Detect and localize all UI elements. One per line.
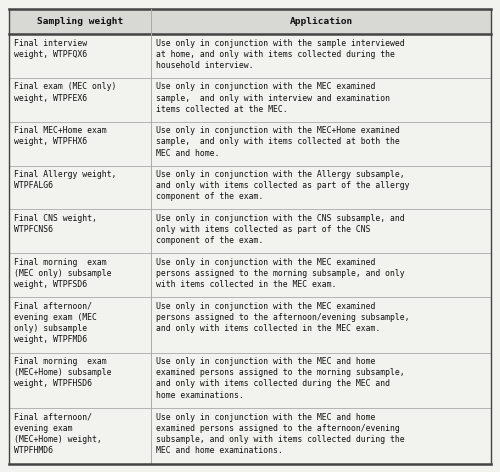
Text: Use only in conjunction with the MEC+Home examined
sample,  and only with items : Use only in conjunction with the MEC+Hom… xyxy=(156,126,400,158)
FancyBboxPatch shape xyxy=(9,297,491,353)
Text: Use only in conjunction with the MEC examined
sample,  and only with interview a: Use only in conjunction with the MEC exa… xyxy=(156,83,390,114)
Text: Final Allergy weight,
WTPFALG6: Final Allergy weight, WTPFALG6 xyxy=(14,170,117,190)
Text: Sampling weight: Sampling weight xyxy=(37,17,123,26)
Text: Use only in conjunction with the sample interviewed
at home, and only with items: Use only in conjunction with the sample … xyxy=(156,39,405,70)
FancyBboxPatch shape xyxy=(9,408,491,464)
Text: Use only in conjunction with the Allergy subsample,
and only with items collecte: Use only in conjunction with the Allergy… xyxy=(156,170,409,202)
FancyBboxPatch shape xyxy=(9,122,491,166)
FancyBboxPatch shape xyxy=(9,210,491,253)
FancyBboxPatch shape xyxy=(9,9,491,34)
FancyBboxPatch shape xyxy=(9,78,491,122)
FancyBboxPatch shape xyxy=(9,34,491,78)
Text: Application: Application xyxy=(290,17,352,26)
Text: Use only in conjunction with the MEC and home
examined persons assigned to the m: Use only in conjunction with the MEC and… xyxy=(156,357,405,400)
FancyBboxPatch shape xyxy=(9,353,491,408)
Text: Final MEC+Home exam
weight, WTPFHX6: Final MEC+Home exam weight, WTPFHX6 xyxy=(14,126,106,146)
Text: Final morning  exam
(MEC only) subsample
weight, WTPFSD6: Final morning exam (MEC only) subsample … xyxy=(14,258,112,289)
Text: Final morning  exam
(MEC+Home) subsample
weight, WTPFHSD6: Final morning exam (MEC+Home) subsample … xyxy=(14,357,112,388)
Text: Use only in conjunction with the MEC and home
examined persons assigned to the a: Use only in conjunction with the MEC and… xyxy=(156,413,405,455)
Text: Use only in conjunction with the CNS subsample, and
only with items collected as: Use only in conjunction with the CNS sub… xyxy=(156,214,405,245)
Text: Final CNS weight,
WTPFCNS6: Final CNS weight, WTPFCNS6 xyxy=(14,214,97,234)
Text: Use only in conjunction with the MEC examined
persons assigned to the afternoon/: Use only in conjunction with the MEC exa… xyxy=(156,302,409,333)
Text: Final afternoon/
evening exam
(MEC+Home) weight,
WTPFHMD6: Final afternoon/ evening exam (MEC+Home)… xyxy=(14,413,102,455)
Text: Use only in conjunction with the MEC examined
persons assigned to the morning su: Use only in conjunction with the MEC exa… xyxy=(156,258,405,289)
Text: Final afternoon/
evening exam (MEC
only) subsample
weight, WTPFMD6: Final afternoon/ evening exam (MEC only)… xyxy=(14,302,97,344)
FancyBboxPatch shape xyxy=(9,253,491,297)
Text: Final interview
weight, WTPFQX6: Final interview weight, WTPFQX6 xyxy=(14,39,87,59)
FancyBboxPatch shape xyxy=(9,166,491,210)
Text: Final exam (MEC only)
weight, WTPFEX6: Final exam (MEC only) weight, WTPFEX6 xyxy=(14,83,117,102)
